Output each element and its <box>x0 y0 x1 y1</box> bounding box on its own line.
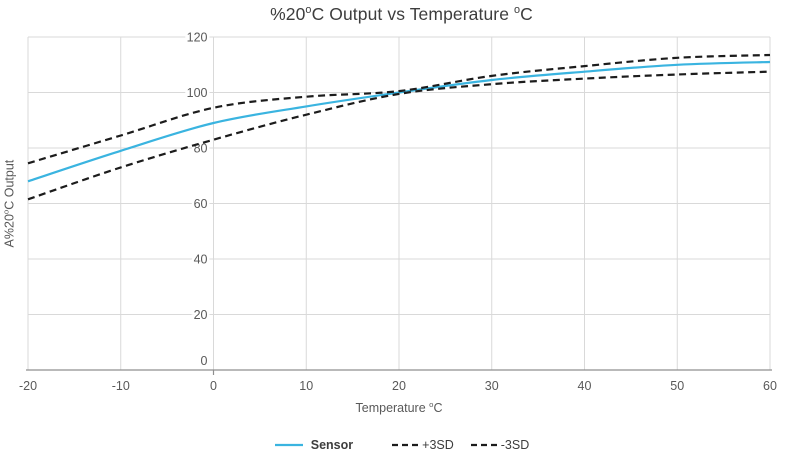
x-tick-label: -10 <box>112 379 130 393</box>
plot-area: 0 20 40 60 80 100 120 -20 -10 0 10 20 30 40 50 60 <box>18 30 777 393</box>
series-line-3sd <box>27 53 771 165</box>
x-tick-label: 30 <box>485 379 499 393</box>
series-line-3sd <box>27 70 771 201</box>
series-line-sensor <box>27 60 771 183</box>
y-tick-label: 120 <box>187 31 208 45</box>
legend-label: +3SD <box>422 438 454 452</box>
legend-item-sensor: Sensor <box>274 438 353 452</box>
y-tick-label: 0 <box>201 354 208 368</box>
y-axis-title: A%20oC Output <box>1 159 17 248</box>
x-tick-label: 20 <box>392 379 406 393</box>
y-tick-label: 100 <box>187 86 208 100</box>
legend-swatch-dashed <box>470 443 499 447</box>
x-tick-label: 60 <box>763 379 777 393</box>
x-tick-label: 40 <box>578 379 592 393</box>
chart-title: %20oC Output vs Temperature oC <box>270 4 533 24</box>
legend-label: -3SD <box>500 438 530 452</box>
y-tick-label: 40 <box>194 253 208 267</box>
legend-item-3sd: +3SD <box>391 438 454 452</box>
legend-swatch-solid <box>274 443 303 447</box>
x-tick-label: -20 <box>19 379 37 393</box>
x-tick-label: 10 <box>299 379 313 393</box>
legend-swatch-dashed <box>392 443 421 447</box>
y-tick-label: 20 <box>194 308 208 322</box>
y-tick-label: 60 <box>194 197 208 211</box>
x-axis-title: Temperature oC <box>355 400 443 416</box>
x-tick-label: 50 <box>670 379 684 393</box>
legend-label: Sensor <box>310 438 354 452</box>
y-tick-label: 80 <box>194 142 208 156</box>
legend-item-3sd: -3SD <box>470 438 529 452</box>
x-tick-label: 0 <box>210 379 217 393</box>
legend: Sensor +3SD -3SD <box>0 438 803 452</box>
